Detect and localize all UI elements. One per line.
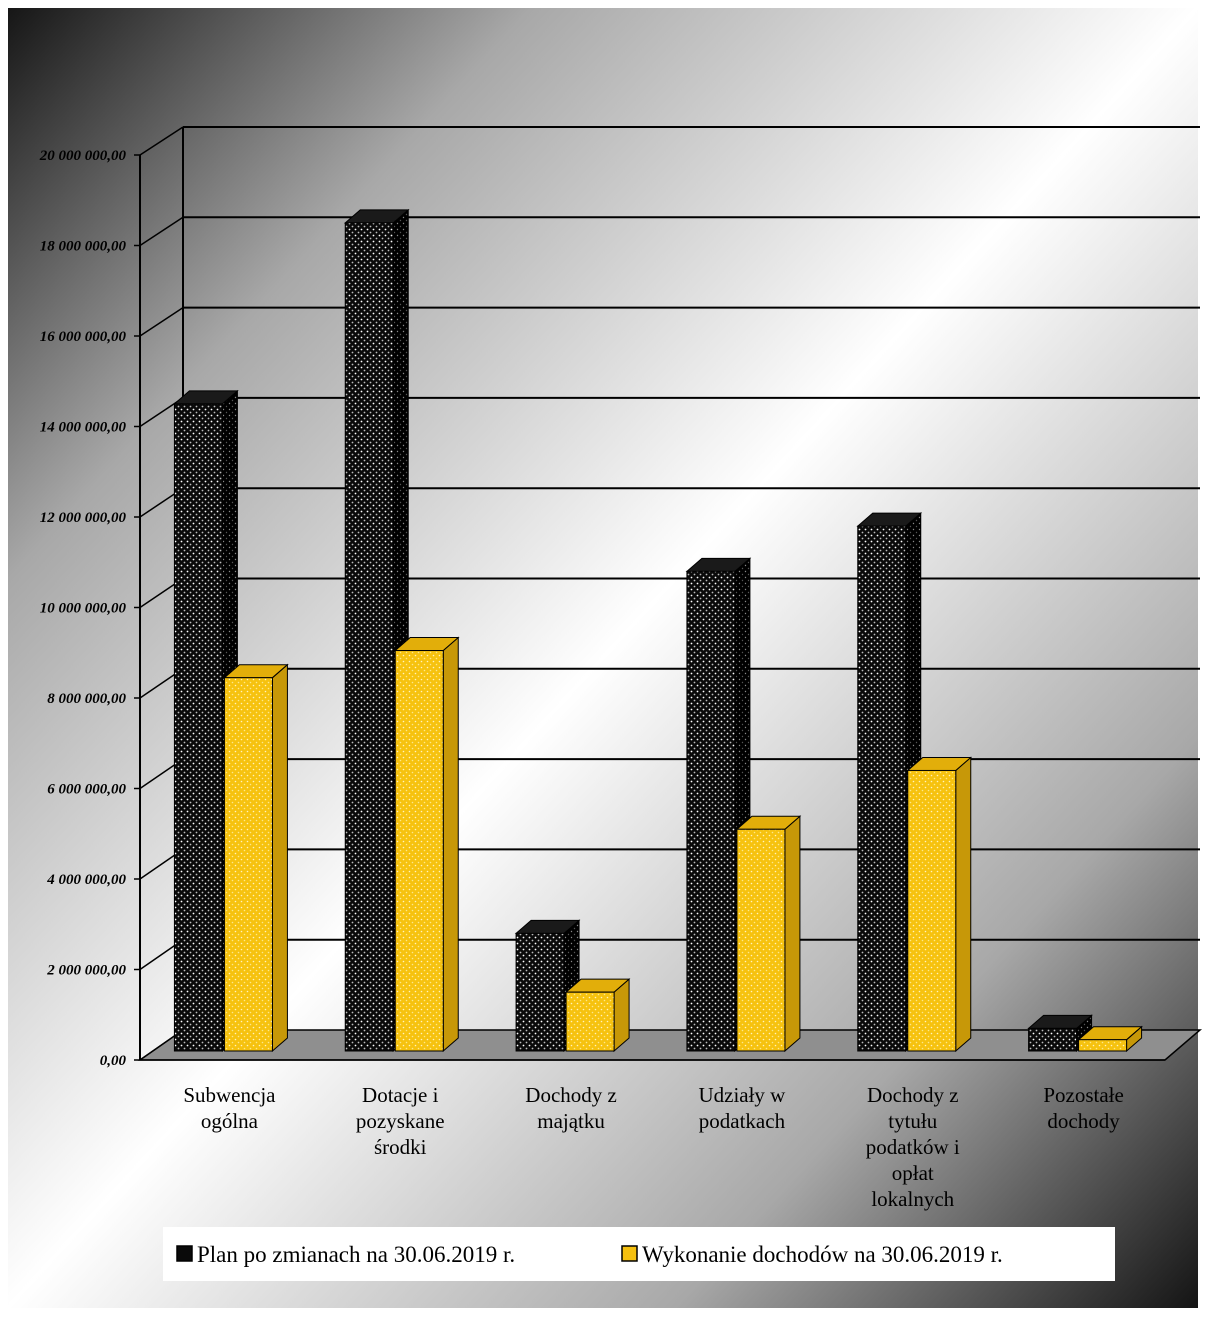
y-tick-label: 2 000 000,00: [46, 963, 126, 979]
bar-front: [394, 650, 444, 1052]
y-tick-label: 20 000 000,00: [39, 148, 127, 164]
bar-wykonanie-1: [393, 636, 460, 1053]
bar-front: [857, 525, 907, 1052]
bar-side: [955, 756, 972, 1053]
bar-wykonanie-2: [564, 978, 631, 1053]
x-category-label: Dochody z majątku: [525, 1083, 617, 1133]
bar-front: [686, 570, 736, 1052]
gridline-diagonal: [139, 216, 184, 247]
y-tick-label: 14 000 000,00: [40, 420, 127, 436]
bars: [173, 208, 1143, 1053]
category-labels: Subwencja ogólna Dotacje i pozyskane środki D…: [183, 1083, 1123, 1211]
legend-swatch-1: [621, 1245, 638, 1262]
legend-label-1: Wykonanie dochodów na 30.06.2019 r.: [642, 1242, 1003, 1267]
bar-front: [1078, 1039, 1128, 1052]
bar-front: [173, 403, 223, 1052]
bar-front: [515, 932, 565, 1052]
gridline-diagonal: [139, 306, 184, 337]
legend-box: [163, 1227, 1115, 1281]
bar-front: [907, 769, 957, 1052]
bar-front: [1028, 1027, 1078, 1052]
bar-wykonanie-0: [223, 663, 289, 1053]
legend-swatch-0: [176, 1245, 193, 1262]
legend-label-0: Plan po zmianach na 30.06.2019 r.: [197, 1242, 515, 1267]
bar-side: [784, 815, 801, 1053]
bar-plan-1: [343, 208, 410, 1053]
y-tick-label: 0,00: [100, 1053, 127, 1069]
x-category-label: Subwencja ogólna: [183, 1083, 276, 1133]
bar-front: [736, 828, 786, 1052]
bar-wykonanie-4: [906, 756, 973, 1053]
y-tick-label: 12 000 000,00: [40, 510, 127, 526]
y-tick-label: 16 000 000,00: [40, 329, 127, 345]
x-category-label: Dotacje i pozyskane środki: [356, 1083, 445, 1159]
x-category-label: Udziały w podatkach: [698, 1083, 786, 1133]
y-tick-label: 4 000 000,00: [46, 872, 126, 888]
bar-side: [271, 663, 288, 1053]
bar-front: [344, 222, 394, 1052]
y-tick-label: 6 000 000,00: [47, 782, 126, 798]
y-tick-label: 18 000 000,00: [40, 239, 127, 255]
y-tick-label: 8 000 000,00: [47, 691, 126, 707]
gridline-diagonal: [139, 126, 184, 156]
legend: Plan po zmianach na 30.06.2019 r. Wykonan…: [163, 1227, 1115, 1281]
bar-front: [223, 677, 273, 1052]
bar-side: [442, 636, 459, 1053]
y-tick-label: 10 000 000,00: [40, 601, 127, 617]
bar-wykonanie-5: [1077, 1025, 1143, 1053]
x-category-label: Pozostałe dochody: [1043, 1083, 1123, 1133]
x-category-label: Dochody z tytułu podatków i opłat lokalnych: [866, 1083, 960, 1211]
bar-front: [565, 991, 615, 1052]
bar-wykonanie-3: [735, 815, 802, 1053]
